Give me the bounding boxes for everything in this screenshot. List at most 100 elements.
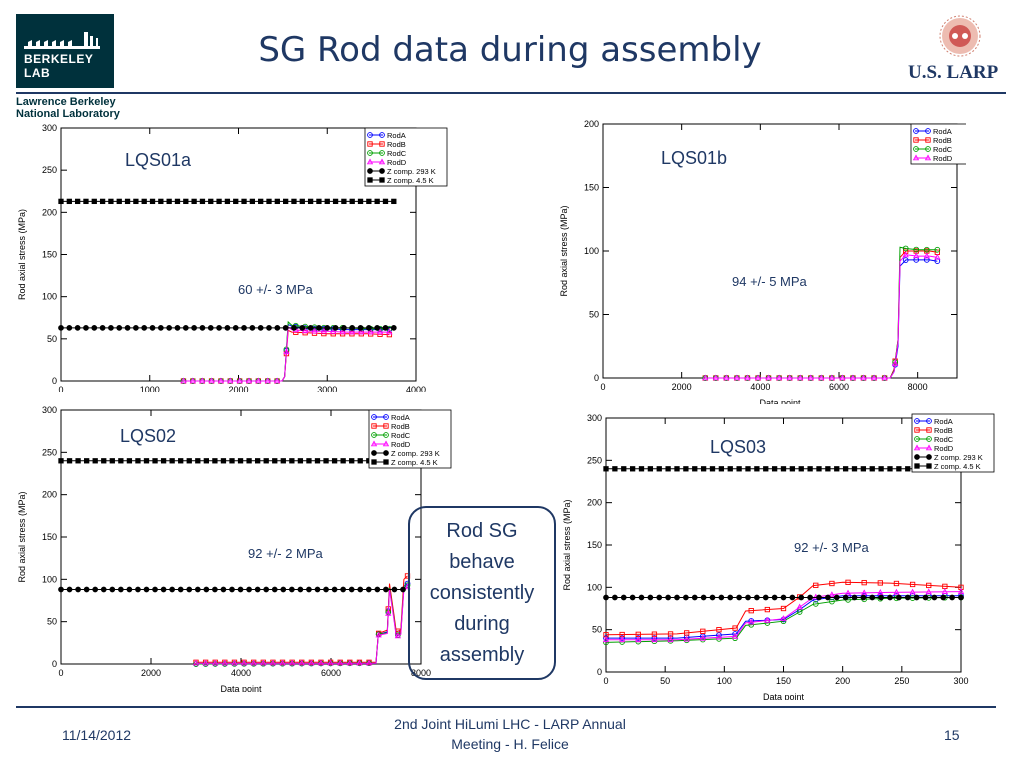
- legend-marker: [914, 463, 920, 469]
- data-point: [316, 198, 322, 205]
- data-point: [798, 466, 804, 472]
- legend-label: RodB: [387, 140, 406, 149]
- data-point: [902, 257, 909, 263]
- data-point: [842, 466, 849, 472]
- data-point: [878, 594, 884, 601]
- data-point: [754, 594, 760, 601]
- y-tick-label: 250: [587, 455, 602, 465]
- data-point: [813, 582, 819, 588]
- data-point: [152, 458, 158, 464]
- data-point: [923, 246, 930, 253]
- data-point: [839, 374, 846, 381]
- data-point: [193, 661, 199, 667]
- data-point: [674, 594, 680, 601]
- x-tick-label: 200: [835, 676, 850, 686]
- data-point: [798, 594, 805, 601]
- y-tick-label: 150: [42, 532, 57, 542]
- chart-annotation: 60 +/- 3 MPa: [238, 282, 314, 297]
- data-point: [74, 198, 81, 205]
- data-point: [732, 625, 738, 631]
- chart-annotation: 94 +/- 5 MPa: [732, 274, 808, 289]
- data-point: [220, 586, 227, 593]
- data-point: [683, 635, 690, 642]
- data-point: [366, 325, 372, 331]
- data-point: [58, 586, 64, 593]
- data-point: [665, 466, 671, 472]
- legend-label: Z comp. 293 K: [934, 453, 983, 462]
- data-point: [327, 659, 334, 666]
- y-tick-label: 50: [47, 334, 57, 344]
- data-point: [320, 327, 328, 334]
- data-point: [647, 466, 654, 472]
- org-name-line1: Lawrence Berkeley: [16, 96, 116, 108]
- data-point: [232, 325, 239, 331]
- series-z-comp-4-5-k: [603, 466, 964, 472]
- data-point: [718, 594, 725, 601]
- data-point: [754, 466, 760, 472]
- data-point: [797, 374, 804, 381]
- data-point: [266, 325, 272, 331]
- legend-label: RodB: [933, 136, 952, 145]
- legend-marker: [383, 414, 389, 420]
- data-point: [748, 618, 755, 624]
- y-tick-label: 200: [584, 119, 599, 129]
- data-point: [203, 458, 209, 464]
- data-point: [870, 374, 878, 381]
- data-point: [212, 661, 219, 667]
- series-line: [606, 591, 962, 641]
- legend-marker: [379, 132, 385, 138]
- data-point: [199, 377, 206, 384]
- data-point: [158, 198, 164, 205]
- data-point: [279, 659, 286, 666]
- legend-marker: [925, 444, 933, 451]
- data-point: [191, 198, 197, 205]
- data-point: [75, 586, 81, 593]
- data-point: [745, 466, 751, 472]
- y-axis-label: Rod axial stress (MPa): [17, 209, 27, 300]
- header-divider: [16, 92, 1006, 94]
- data-point: [224, 198, 231, 205]
- data-point: [723, 374, 730, 381]
- y-tick-label: 50: [589, 310, 599, 320]
- data-point: [297, 586, 304, 593]
- data-point: [258, 198, 264, 205]
- data-point: [878, 466, 884, 472]
- data-point: [160, 586, 167, 593]
- legend-marker: [925, 146, 931, 152]
- data-point: [365, 586, 372, 593]
- legend-marker: [926, 454, 932, 460]
- data-point: [807, 466, 813, 472]
- data-point: [307, 325, 314, 331]
- data-point: [66, 458, 73, 464]
- data-point: [903, 248, 909, 254]
- data-point: [629, 594, 636, 601]
- data-point: [934, 246, 941, 253]
- legend-box: [364, 127, 448, 187]
- data-point: [143, 586, 150, 593]
- data-point: [66, 198, 72, 205]
- data-point: [754, 374, 762, 381]
- data-point: [263, 458, 269, 464]
- legend-label: RodA: [387, 131, 406, 140]
- berkeley-lab-logo: BERKELEY LAB: [16, 14, 114, 88]
- x-tick-label: 1000: [140, 385, 160, 392]
- legend-label: RodC: [387, 149, 407, 158]
- data-point: [683, 466, 689, 472]
- data-point: [221, 659, 228, 666]
- y-tick-label: 100: [42, 574, 57, 584]
- data-point: [83, 198, 89, 205]
- data-point: [348, 328, 356, 335]
- data-point: [913, 246, 920, 253]
- y-axis-label: Rod axial stress (MPa): [559, 205, 569, 296]
- x-tick-label: 2000: [228, 385, 248, 392]
- y-tick-label: 150: [584, 183, 599, 193]
- data-point: [231, 659, 238, 666]
- data-point: [748, 618, 755, 625]
- data-point: [825, 594, 831, 601]
- data-point: [603, 635, 609, 641]
- series-rodd: [192, 583, 411, 666]
- data-point: [257, 325, 264, 331]
- data-point: [160, 458, 167, 464]
- data-point: [775, 374, 783, 381]
